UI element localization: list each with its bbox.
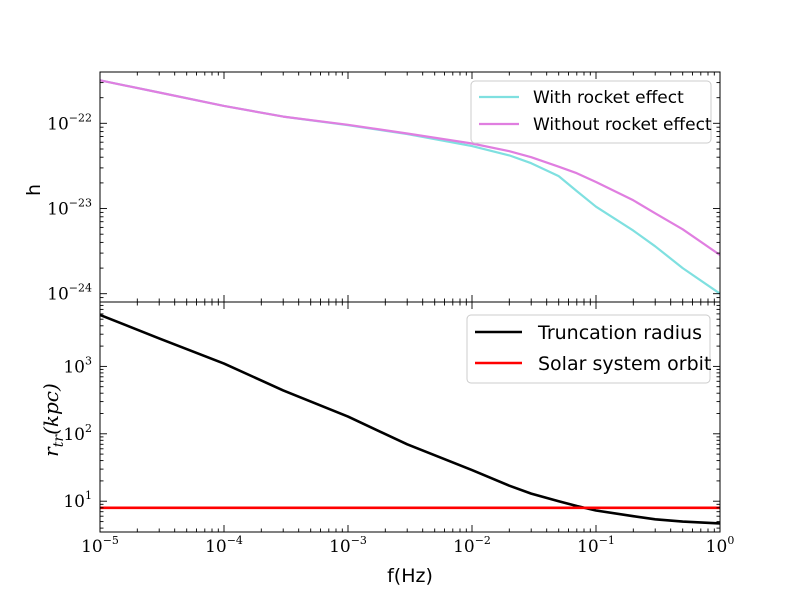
y-tick-label: 10−24	[47, 282, 92, 305]
legend-label-truncation-radius: Truncation radius	[537, 322, 702, 344]
x-tick-label: 10−1	[577, 534, 615, 557]
legend-label-without-rocket: Without rocket effect	[533, 115, 712, 135]
y-tick-label: 101	[63, 489, 92, 512]
y-tick-label: 10−22	[47, 111, 92, 134]
x-tick-label: 100	[706, 534, 735, 557]
bottom-panel: 103 102 101 10−5 10−4 10−3 10−2 10−1 100 rtr(kp…	[39, 301, 734, 587]
top-legend: With rocket effect Without rocket effect	[470, 80, 712, 144]
x-tick-labels: 10−5 10−4 10−3 10−2 10−1 100	[81, 534, 734, 557]
y-tick-label: 103	[63, 354, 92, 377]
top-y-axis-label: h	[23, 184, 45, 196]
x-tick-label: 10−5	[81, 534, 119, 557]
bottom-legend-box	[466, 314, 711, 384]
legend-label-solar-system-orbit: Solar system orbit	[538, 353, 711, 375]
x-axis-label: f(Hz)	[387, 565, 433, 587]
bottom-ticks	[99, 301, 721, 532]
y-tick-label: 10−23	[47, 197, 92, 220]
top-panel: 10−22 10−23 10−24 h With rocket effect Wit…	[23, 71, 721, 305]
top-ticks	[99, 71, 721, 303]
bottom-y-tick-labels: 103 102 101	[63, 354, 92, 512]
bottom-plot-frame	[99, 301, 721, 533]
series-line-without-rocket-effect	[99, 79, 721, 256]
y-tick-label: 102	[63, 422, 92, 445]
x-tick-label: 10−4	[205, 534, 243, 557]
top-series-lines	[99, 79, 721, 295]
series-line-truncation-radius	[99, 313, 721, 525]
bottom-legend: Truncation radius Solar system orbit	[466, 314, 711, 384]
top-legend-box	[470, 80, 712, 144]
top-y-tick-labels: 10−22 10−23 10−24	[47, 111, 92, 304]
bottom-series-lines	[99, 313, 721, 525]
x-tick-label: 10−2	[453, 534, 491, 557]
x-tick-label: 10−3	[329, 534, 367, 557]
legend-label-with-rocket: With rocket effect	[533, 88, 684, 108]
bottom-y-axis-label: rtr(kpc)	[39, 383, 67, 457]
